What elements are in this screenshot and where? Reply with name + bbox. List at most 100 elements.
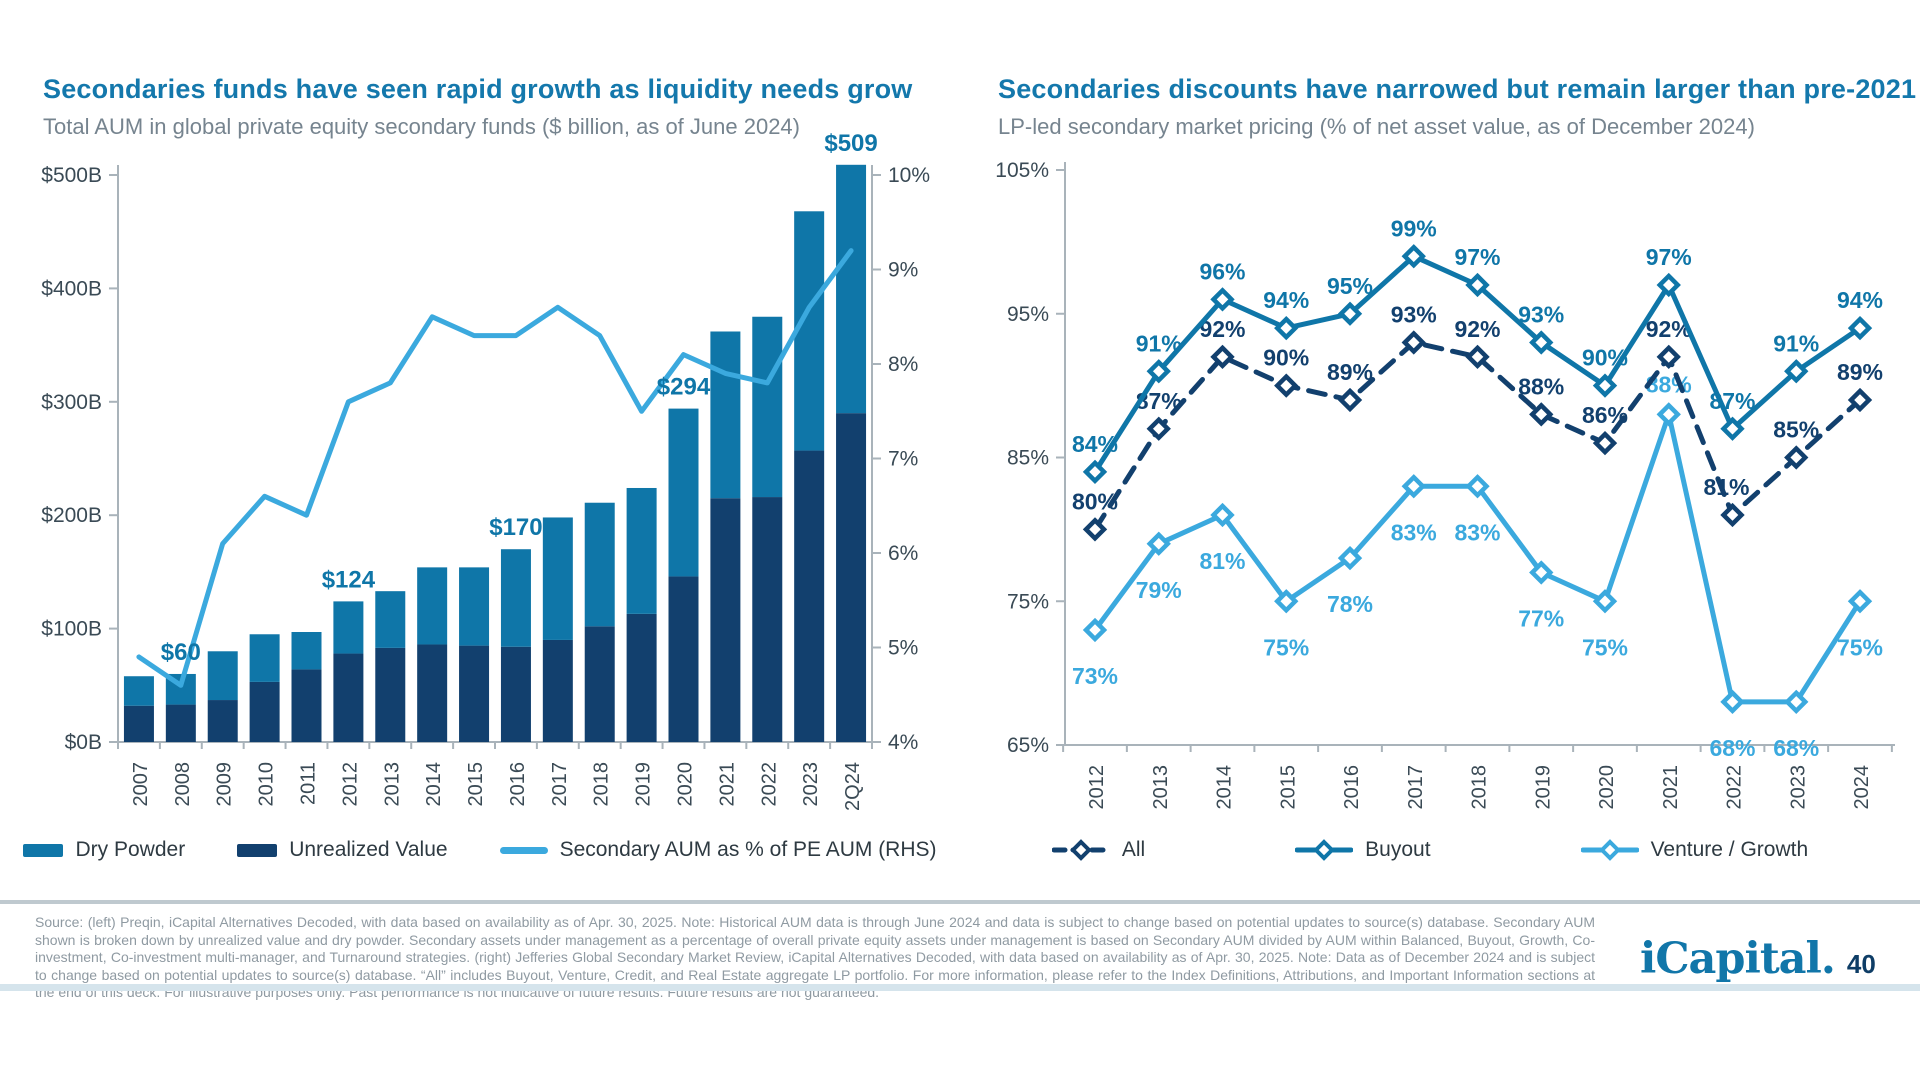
- marker-buyout-2023: [1784, 359, 1809, 384]
- point-label-buyout-2024: 94%: [1837, 287, 1883, 313]
- point-label-buyout-2013: 91%: [1136, 330, 1182, 356]
- point-label-all-2024: 89%: [1837, 359, 1883, 385]
- bar-2018-dry-powder: [584, 502, 615, 627]
- point-label-venture-growth-2023: 68%: [1773, 735, 1819, 761]
- point-label-buyout-2017: 99%: [1391, 215, 1437, 241]
- x-label-2022: 2022: [1724, 765, 1746, 810]
- point-label-buyout-2020: 90%: [1582, 345, 1628, 371]
- legend-item-secondary-aum-as-of-pe-aum-rhs-: Secondary AUM as % of PE AUM (RHS): [499, 838, 937, 862]
- point-label-all-2019: 88%: [1518, 373, 1564, 399]
- left-chart-legend: Dry Powder Unrealized Value Secondary AUM …: [23, 838, 937, 862]
- left-y-tick-$200B: $200B: [41, 504, 102, 527]
- point-label-all-2017: 93%: [1391, 302, 1437, 328]
- bar-2Q24-unrealized-value: [836, 413, 867, 742]
- secondary-pricing-chart: 65% 75% 85% 95% 105% 2012 2013 2014 2015 2016 2017…: [995, 159, 1895, 810]
- x-label-2013: 2013: [1150, 765, 1172, 810]
- left-rhs-tick-7%: 7%: [888, 448, 918, 471]
- marker-buyout-2014: [1210, 287, 1235, 312]
- point-label-venture-growth-2013: 79%: [1136, 577, 1182, 603]
- legend-label: All: [1121, 838, 1146, 861]
- bar-2018-unrealized-value: [584, 626, 615, 742]
- x-label-2020: 2020: [1596, 765, 1618, 810]
- left-y-tick-$100B: $100B: [41, 618, 102, 641]
- left-chart-title: Secondaries funds have seen rapid growth…: [43, 74, 913, 104]
- bar-2019-dry-powder: [626, 487, 657, 614]
- marker-all-2013: [1146, 416, 1171, 441]
- bar-2010-dry-powder: [249, 634, 280, 682]
- marker-venture-growth-2023: [1784, 689, 1809, 715]
- x-label-2011: 2011: [298, 762, 320, 805]
- x-label-2007: 2007: [130, 762, 152, 807]
- icapital-wordmark: iCapital.: [1640, 934, 1836, 984]
- point-label-buyout-2018: 97%: [1454, 244, 1500, 270]
- marker-buyout-2019: [1529, 330, 1554, 355]
- marker-buyout-2020: [1592, 373, 1618, 398]
- point-label-buyout-2012: 84%: [1072, 431, 1118, 457]
- x-label-2016: 2016: [1341, 765, 1363, 810]
- legend-label: Secondary AUM as % of PE AUM (RHS): [559, 838, 937, 861]
- bar-2007-unrealized-value: [123, 705, 154, 742]
- left-rhs-tick-10%: 10%: [888, 164, 930, 187]
- marker-venture-growth-2019: [1529, 560, 1554, 585]
- legend-label: Dry Powder: [75, 838, 186, 861]
- bar-2009-dry-powder: [207, 651, 238, 701]
- legend-swatch-bar: [23, 843, 64, 857]
- point-label-venture-growth-2024: 75%: [1837, 634, 1883, 660]
- left-y-tick-$0B: $0B: [65, 731, 102, 754]
- point-label-all-2020: 86%: [1582, 402, 1628, 428]
- marker-venture-growth-2017: [1401, 474, 1426, 499]
- marker-all-2021: [1656, 344, 1681, 370]
- marker-all-2015: [1274, 373, 1299, 398]
- x-label-2019: 2019: [633, 762, 655, 807]
- footer-divider: [0, 900, 1920, 904]
- marker-venture-growth-2016: [1337, 545, 1363, 571]
- right-y-tick-85%: 85%: [1007, 447, 1049, 470]
- point-label-all-2016: 89%: [1327, 359, 1373, 385]
- marker-all-2017: [1401, 330, 1426, 355]
- source-note: Source: (left) Preqin, iCapital Alternat…: [35, 914, 1595, 1000]
- right-chart-subtitle: LP-led secondary market pricing (% of ne…: [998, 114, 1755, 139]
- left-rhs-tick-6%: 6%: [888, 542, 918, 565]
- marker-venture-growth-2015: [1274, 589, 1299, 614]
- legend-swatch-line: [499, 846, 548, 854]
- bar-total-label-2008: $60: [161, 639, 201, 666]
- bar-2016-dry-powder: [500, 549, 531, 647]
- bar-2015-dry-powder: [459, 567, 490, 646]
- right-chart-title: Secondaries discounts have narrowed but …: [998, 74, 1917, 104]
- point-label-venture-growth-2017: 83%: [1391, 519, 1437, 545]
- marker-all-2012: [1082, 517, 1108, 542]
- right-chart-legend: All Buyout Venture / Growth: [960, 838, 1900, 862]
- bar-2023-dry-powder: [794, 211, 825, 451]
- point-label-venture-growth-2016: 78%: [1327, 591, 1373, 617]
- bar-2017-unrealized-value: [542, 639, 573, 742]
- marker-venture-growth-2024: [1847, 589, 1873, 614]
- x-label-2018: 2018: [1469, 765, 1491, 810]
- x-label-2012: 2012: [339, 762, 361, 807]
- x-label-2010: 2010: [256, 762, 278, 807]
- marker-venture-growth-2012: [1082, 617, 1108, 643]
- point-label-buyout-2023: 91%: [1773, 330, 1819, 356]
- marker-venture-growth-2022: [1720, 689, 1745, 715]
- right-y-tick-95%: 95%: [1007, 303, 1049, 326]
- x-label-2012: 2012: [1086, 765, 1108, 810]
- point-label-venture-growth-2015: 75%: [1263, 634, 1309, 660]
- marker-venture-growth-2014: [1210, 502, 1235, 528]
- legend-swatch-marker-line: [1295, 839, 1354, 861]
- point-label-venture-growth-2020: 75%: [1582, 634, 1628, 660]
- marker-all-2024: [1847, 387, 1873, 413]
- point-label-buyout-2015: 94%: [1263, 287, 1309, 313]
- bar-2008-unrealized-value: [165, 704, 196, 742]
- point-label-all-2022: 81%: [1703, 474, 1749, 500]
- bar-total-label-2Q24: $509: [824, 130, 877, 157]
- legend-swatch-bar: [237, 843, 278, 857]
- left-y-tick-$500B: $500B: [41, 164, 102, 187]
- left-chart-subtitle: Total AUM in global private equity secon…: [43, 114, 800, 139]
- bar-2011-unrealized-value: [291, 669, 322, 742]
- marker-all-2023: [1784, 445, 1809, 470]
- right-y-tick-75%: 75%: [1007, 590, 1049, 613]
- marker-all-2022: [1720, 502, 1745, 528]
- marker-buyout-2021: [1656, 272, 1681, 298]
- legend-item-all: All: [1051, 838, 1146, 862]
- left-rhs-tick-4%: 4%: [888, 731, 918, 754]
- x-label-2023: 2023: [1787, 765, 1809, 810]
